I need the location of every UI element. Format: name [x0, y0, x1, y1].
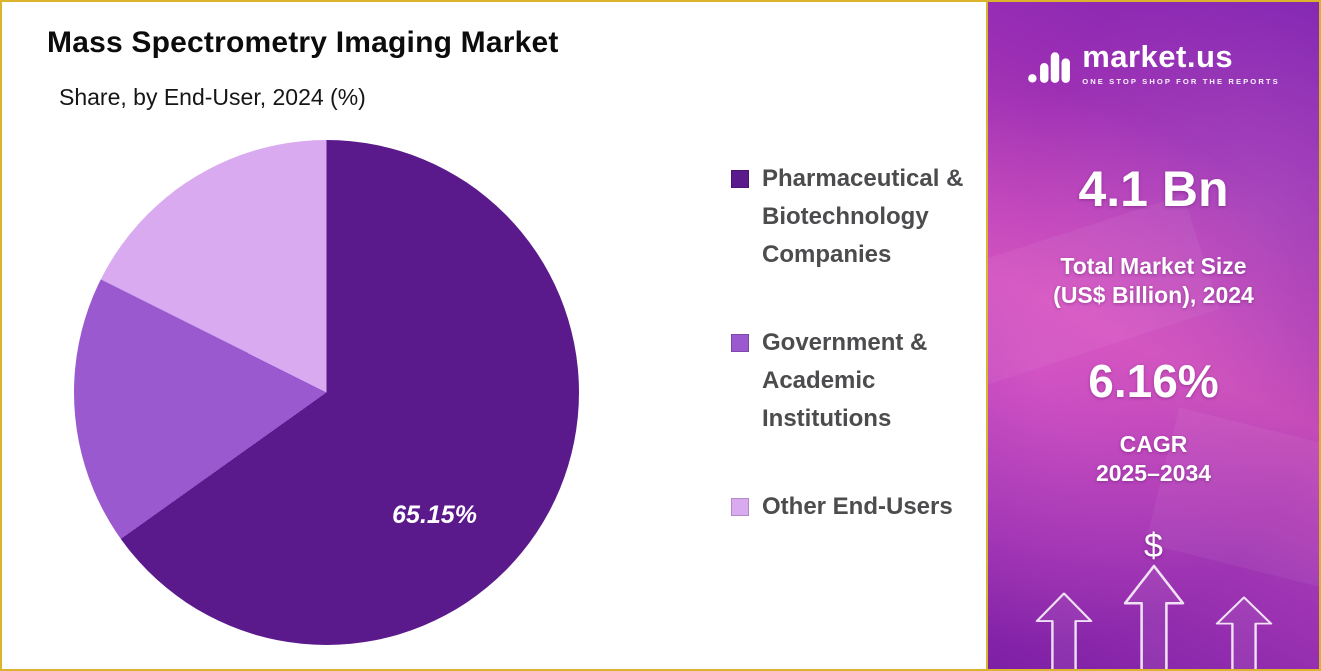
up-arrow-icon: [1035, 592, 1092, 669]
legend-item: Government & Academic Institutions: [731, 324, 977, 438]
legend-label: Pharmaceutical & Biotechnology Companies: [762, 165, 964, 268]
market-size-value: 4.1 Bn: [1078, 161, 1229, 217]
legend-label: Government & Academic Institutions: [762, 329, 928, 432]
up-arrow-icon: [1123, 564, 1184, 669]
legend-item: Other End-Users: [731, 488, 977, 526]
cagr-label-line2: 2025–2034: [1095, 460, 1212, 486]
marketus-logo-mark-icon: [1028, 52, 1071, 83]
legend-label: Other End-Users: [762, 493, 953, 520]
dollar-icon: $: [1144, 527, 1163, 565]
market-size-label: Total Market Size (US$ Billion), 2024: [988, 252, 1319, 310]
pie-chart: 65.15%: [74, 140, 579, 645]
logo-tagline-text: ONE STOP SHOP FOR THE REPORTS: [1082, 77, 1280, 87]
legend-item: Pharmaceutical & Biotechnology Companies: [731, 160, 977, 274]
chart-legend: Pharmaceutical & Biotechnology Companies…: [731, 160, 977, 576]
legend-swatch-icon: [731, 498, 749, 516]
pie-slice-percent-label: 65.15%: [392, 501, 477, 530]
chart-subtitle: Share, by End-User, 2024 (%): [59, 84, 366, 110]
logo-brand-text: market.us: [1082, 39, 1234, 74]
market-size-label-line2: (US$ Billion), 2024: [1053, 282, 1254, 308]
market-size-label-line1: Total Market Size: [1060, 253, 1247, 279]
growth-arrows: [988, 564, 1319, 669]
page-title: Mass Spectrometry Imaging Market: [47, 26, 559, 59]
marketus-logo: market.us ONE STOP SHOP FOR THE REPORTS: [988, 39, 1319, 87]
cagr-label: CAGR 2025–2034: [988, 430, 1319, 488]
cagr-label-line1: CAGR: [1119, 431, 1188, 457]
logo-text: market.us ONE STOP SHOP FOR THE REPORTS: [1082, 39, 1280, 87]
info-panel: market.us ONE STOP SHOP FOR THE REPORTS …: [986, 2, 1319, 669]
legend-swatch-icon: [731, 334, 749, 352]
chart-section: Mass Spectrometry Imaging Market Share, …: [2, 2, 986, 669]
cagr-value: 6.16%: [1088, 355, 1219, 407]
up-arrow-icon: [1215, 596, 1272, 669]
legend-swatch-icon: [731, 170, 749, 188]
